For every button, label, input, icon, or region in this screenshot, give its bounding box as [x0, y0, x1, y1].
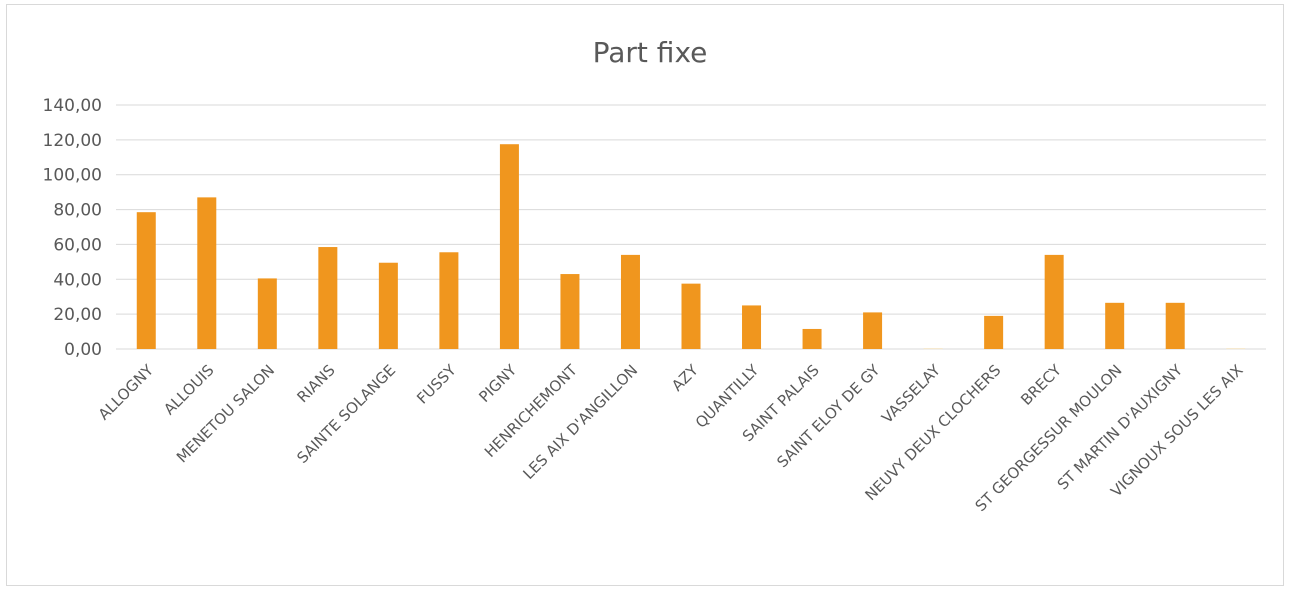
y-axis-ticks: 0,00 20,00 40,00 60,00 80,00 100,00 120,00 140,… — [43, 96, 102, 360]
bar — [802, 328, 822, 349]
x-tick-label: BRECY — [1017, 361, 1065, 409]
x-tick-label: FUSSY — [413, 361, 460, 408]
y-tick-label: 100,00 — [43, 166, 102, 186]
bar — [923, 348, 943, 350]
bar — [863, 312, 883, 349]
y-tick-label: 120,00 — [43, 131, 102, 151]
x-tick-label: LES AIX D'ANGILLON — [519, 361, 641, 483]
bar — [1226, 348, 1246, 350]
bar — [560, 274, 580, 349]
bar — [681, 283, 701, 349]
x-tick-label: ALLOUIS — [160, 361, 217, 418]
bar — [318, 247, 338, 349]
chart-title: Part fixe — [593, 36, 708, 69]
gridlines — [116, 104, 1266, 350]
x-tick-label: RIANS — [294, 361, 339, 406]
bar — [742, 305, 762, 349]
x-tick-label: SAINT ELOY DE GY — [773, 361, 884, 472]
bar — [499, 144, 519, 349]
bar — [1165, 302, 1185, 349]
y-tick-label: 40,00 — [53, 270, 102, 290]
bar — [257, 278, 277, 349]
bar — [439, 252, 459, 349]
y-tick-label: 20,00 — [53, 305, 102, 325]
bar-chart: Part fixe 0,00 20,00 40,00 60,00 80,00 100,00… — [43, 36, 1266, 516]
bar — [984, 315, 1004, 349]
bar — [136, 212, 156, 349]
bar — [1105, 302, 1125, 349]
bar — [378, 262, 398, 349]
y-tick-label: 140,00 — [43, 96, 102, 116]
bar — [620, 254, 640, 349]
y-tick-label: 80,00 — [53, 201, 102, 221]
x-tick-label: PIGNY — [475, 361, 520, 406]
bars — [136, 144, 1246, 350]
chart-frame: Part fixe 0,00 20,00 40,00 60,00 80,00 100,00… — [6, 4, 1284, 586]
x-tick-label: ALLOGNY — [95, 361, 158, 424]
bar — [197, 197, 217, 349]
bar — [1044, 254, 1064, 349]
y-tick-label: 60,00 — [53, 235, 102, 255]
y-tick-label: 0,00 — [64, 340, 102, 360]
x-tick-label: AZY — [668, 361, 702, 395]
